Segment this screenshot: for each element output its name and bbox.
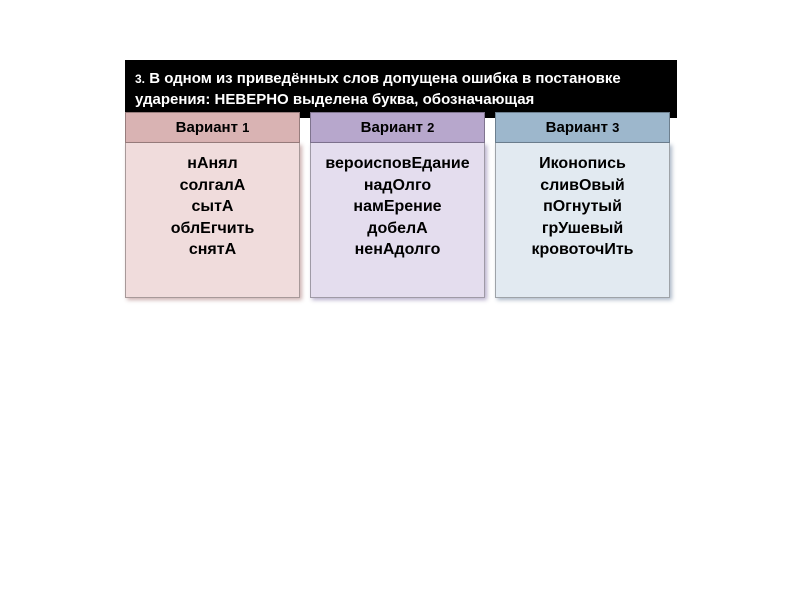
variant-label: Вариант <box>361 119 423 136</box>
variant-num: 2 <box>427 120 434 135</box>
variant-1-column: Вариант 1 нАнял солгалА сытА облЕгчить с… <box>125 112 300 298</box>
question-header: 3. В одном из приведённых слов допущена … <box>125 60 677 118</box>
variant-1-header[interactable]: Вариант 1 <box>125 112 300 143</box>
question-text-2: ударения: НЕВЕРНО выделена буква, обозна… <box>135 89 667 110</box>
variant-3-column: Вариант 3 Иконопись сливОвый пОгнутый гр… <box>495 112 670 298</box>
word: надОлго <box>315 175 480 197</box>
variant-label: Вариант <box>546 119 608 136</box>
variant-num: 1 <box>242 120 249 135</box>
word: Иконопись <box>500 153 665 175</box>
variant-1-body: нАнял солгалА сытА облЕгчить снятА <box>125 143 300 298</box>
word: сливОвый <box>500 175 665 197</box>
question-number: 3. <box>135 72 145 86</box>
variant-3-body: Иконопись сливОвый пОгнутый грУшевый кро… <box>495 143 670 298</box>
word: добелА <box>315 218 480 240</box>
word: вероисповЕдание <box>315 153 480 175</box>
variant-2-body: вероисповЕдание надОлго намЕрение добелА… <box>310 143 485 298</box>
variant-3-header[interactable]: Вариант 3 <box>495 112 670 143</box>
word: пОгнутый <box>500 196 665 218</box>
word: грУшевый <box>500 218 665 240</box>
word: солгалА <box>130 175 295 197</box>
variant-label: Вариант <box>176 119 238 136</box>
variant-2-column: Вариант 2 вероисповЕдание надОлго намЕре… <box>310 112 485 298</box>
variant-2-header[interactable]: Вариант 2 <box>310 112 485 143</box>
word: снятА <box>130 239 295 261</box>
word: ненАдолго <box>315 239 480 261</box>
word: сытА <box>130 196 295 218</box>
word: кровоточИть <box>500 239 665 261</box>
word: намЕрение <box>315 196 480 218</box>
question-text-1: В одном из приведённых слов допущена оши… <box>149 70 621 87</box>
word: нАнял <box>130 153 295 175</box>
variant-num: 3 <box>612 120 619 135</box>
variants-row: Вариант 1 нАнял солгалА сытА облЕгчить с… <box>125 112 675 298</box>
word: облЕгчить <box>130 218 295 240</box>
